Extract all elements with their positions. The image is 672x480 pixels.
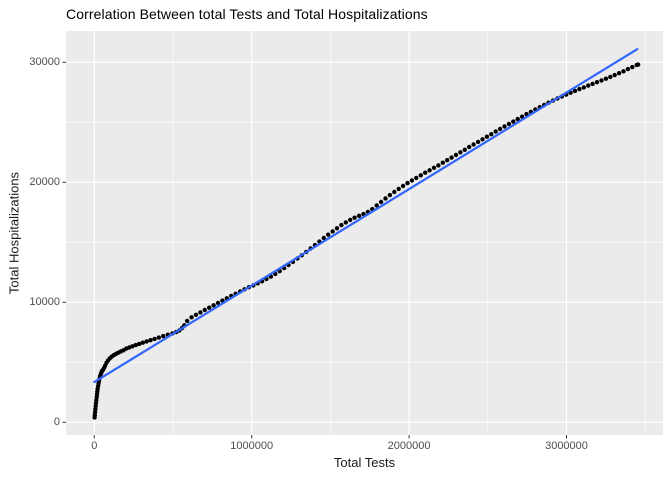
data-point bbox=[581, 85, 586, 90]
data-point bbox=[572, 88, 578, 94]
regression-line bbox=[93, 47, 639, 384]
data-point bbox=[511, 119, 516, 124]
data-point bbox=[339, 222, 344, 228]
y-tick-label: 10000 bbox=[29, 296, 60, 309]
data-point bbox=[374, 203, 379, 208]
data-point bbox=[383, 196, 388, 201]
data-point bbox=[137, 341, 142, 347]
data-point bbox=[616, 71, 622, 76]
data-point bbox=[207, 305, 212, 310]
data-point bbox=[515, 116, 520, 122]
data-point bbox=[475, 139, 481, 145]
data-point bbox=[405, 180, 410, 186]
data-point bbox=[445, 158, 450, 163]
data-point bbox=[321, 235, 326, 241]
data-point bbox=[140, 340, 145, 345]
data-point bbox=[493, 129, 498, 134]
data-point bbox=[392, 189, 397, 195]
data-point bbox=[480, 137, 485, 142]
data-point bbox=[603, 76, 609, 81]
data-point bbox=[577, 86, 582, 92]
chart-title: Correlation Between total Tests and Tota… bbox=[66, 6, 428, 22]
data-point bbox=[612, 72, 617, 78]
data-point bbox=[458, 150, 463, 155]
data-point bbox=[189, 315, 194, 320]
data-point bbox=[334, 226, 340, 231]
data-point bbox=[418, 173, 423, 178]
data-point bbox=[326, 232, 331, 237]
data-point bbox=[502, 124, 507, 129]
data-point bbox=[161, 333, 166, 339]
x-tick-label: 1000000 bbox=[230, 440, 274, 452]
data-point bbox=[387, 192, 393, 198]
data-point bbox=[414, 175, 419, 181]
data-point bbox=[590, 81, 595, 87]
y-tick-label: 0 bbox=[53, 416, 60, 429]
data-point bbox=[489, 132, 494, 137]
data-point bbox=[462, 147, 467, 152]
data-point bbox=[608, 74, 613, 80]
data-point bbox=[484, 134, 490, 139]
data-point bbox=[130, 344, 135, 349]
data-point bbox=[453, 152, 459, 158]
data-point bbox=[621, 69, 626, 74]
data-point bbox=[330, 229, 335, 234]
data-point bbox=[586, 83, 591, 88]
data-point bbox=[400, 183, 406, 189]
data-point bbox=[625, 66, 631, 72]
data-point bbox=[185, 318, 190, 324]
data-point bbox=[427, 168, 432, 173]
data-point bbox=[440, 160, 445, 165]
data-point bbox=[467, 144, 472, 150]
data-point bbox=[356, 213, 362, 218]
data-point bbox=[378, 199, 384, 205]
data-point bbox=[519, 114, 525, 119]
panel-background bbox=[66, 31, 663, 435]
data-point bbox=[630, 64, 635, 70]
data-point bbox=[497, 126, 503, 132]
data-point bbox=[506, 121, 512, 127]
x-tick-label: 0 bbox=[91, 440, 98, 452]
y-axis-title: Total Hospitalizations bbox=[6, 171, 22, 295]
data-point bbox=[133, 342, 138, 348]
data-point bbox=[449, 155, 454, 160]
data-point bbox=[436, 163, 441, 168]
data-point bbox=[599, 78, 604, 83]
data-point bbox=[211, 303, 216, 308]
data-point bbox=[348, 217, 353, 223]
y-tick-label: 20000 bbox=[29, 176, 60, 189]
data-point bbox=[396, 186, 401, 192]
data-point bbox=[144, 339, 149, 344]
data-point bbox=[343, 220, 348, 225]
data-point bbox=[431, 165, 437, 170]
data-point bbox=[635, 62, 641, 67]
data-point bbox=[215, 300, 221, 306]
data-point bbox=[409, 178, 415, 183]
y-tick-label: 30000 bbox=[29, 56, 60, 69]
data-point bbox=[352, 215, 357, 220]
data-point bbox=[193, 312, 199, 317]
data-point bbox=[423, 170, 428, 175]
data-point bbox=[156, 335, 161, 340]
data-point bbox=[198, 310, 203, 315]
data-point bbox=[148, 338, 153, 343]
data-point bbox=[152, 336, 157, 342]
data-point bbox=[202, 307, 207, 313]
x-tick-label: 2000000 bbox=[387, 440, 431, 452]
x-axis-title: Total Tests bbox=[333, 455, 396, 470]
data-point bbox=[471, 142, 476, 147]
data-point bbox=[594, 80, 600, 85]
x-tick-label: 3000000 bbox=[545, 440, 588, 452]
